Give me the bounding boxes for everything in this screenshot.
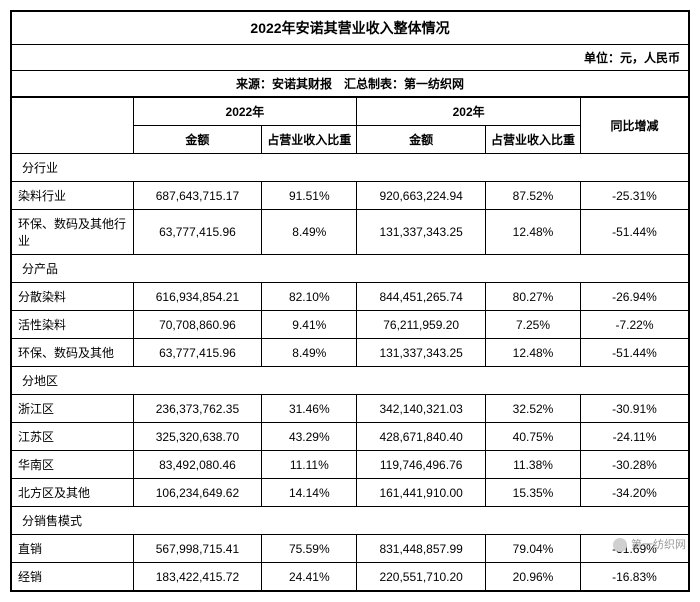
cell-amt22: 236,373,762.35 [133,395,262,423]
cell-yoy: -30.91% [580,395,689,423]
header-2021: 202年 [357,97,581,126]
table-row: 北方区及其他 106,234,649.62 14.14% 161,441,910… [11,479,689,507]
cell-pct22: 24.41% [262,563,357,592]
cell-pct22: 14.14% [262,479,357,507]
cell-label: 北方区及其他 [11,479,133,507]
cell-pct22: 82.10% [262,283,357,311]
cell-pct22: 91.51% [262,182,357,210]
cell-amt21: 220,551,710.20 [357,563,486,592]
cell-label: 直销 [11,535,133,563]
table-row: 浙江区 236,373,762.35 31.46% 342,140,321.03… [11,395,689,423]
table-row: 直销 567,998,715.41 75.59% 831,448,857.99 … [11,535,689,563]
cell-yoy: -25.31% [580,182,689,210]
cell-amt22: 63,777,415.96 [133,210,262,255]
cell-pct21: 7.25% [486,311,581,339]
cell-amt22: 70,708,860.96 [133,311,262,339]
cell-amt22: 325,320,638.70 [133,423,262,451]
cell-pct21: 11.38% [486,451,581,479]
cell-label: 环保、数码及其他行业 [11,210,133,255]
cell-label: 染料行业 [11,182,133,210]
cell-amt22: 83,492,080.46 [133,451,262,479]
cell-amt22: 106,234,649.62 [133,479,262,507]
cell-yoy: -51.44% [580,339,689,367]
cell-pct22: 8.49% [262,210,357,255]
cell-label: 经销 [11,563,133,592]
table-row: 环保、数码及其他行业 63,777,415.96 8.49% 131,337,3… [11,210,689,255]
cell-yoy: -30.28% [580,451,689,479]
header-blank [11,97,133,154]
cell-yoy: -34.20% [580,479,689,507]
cell-amt21: 844,451,265.74 [357,283,486,311]
cell-amt22: 567,998,715.41 [133,535,262,563]
cell-amt21: 831,448,857.99 [357,535,486,563]
cell-label: 活性染料 [11,311,133,339]
table-row: 华南区 83,492,080.46 11.11% 119,746,496.76 … [11,451,689,479]
header-pct-22: 占营业收入比重 [262,126,357,154]
cell-amt21: 131,337,343.25 [357,210,486,255]
cell-yoy: -24.11% [580,423,689,451]
section-industry: 分行业 [11,154,689,182]
cell-amt22: 63,777,415.96 [133,339,262,367]
cell-amt21: 119,746,496.76 [357,451,486,479]
header-amount-22: 金额 [133,126,262,154]
cell-label: 华南区 [11,451,133,479]
cell-yoy: -7.22% [580,311,689,339]
cell-label: 环保、数码及其他 [11,339,133,367]
cell-pct21: 80.27% [486,283,581,311]
cell-pct22: 9.41% [262,311,357,339]
cell-pct22: 8.49% [262,339,357,367]
cell-pct21: 15.35% [486,479,581,507]
table-row: 江苏区 325,320,638.70 43.29% 428,671,840.40… [11,423,689,451]
section-sales: 分销售模式 [11,507,689,535]
section-region: 分地区 [11,367,689,395]
cell-pct21: 79.04% [486,535,581,563]
table-row: 活性染料 70,708,860.96 9.41% 76,211,959.20 7… [11,311,689,339]
table-row: 分散染料 616,934,854.21 82.10% 844,451,265.7… [11,283,689,311]
cell-amt21: 131,337,343.25 [357,339,486,367]
cell-pct22: 75.59% [262,535,357,563]
revenue-table: 2022年 202年 同比增减 金额 占营业收入比重 金额 占营业收入比重 分行… [10,96,690,592]
cell-amt22: 183,422,415.72 [133,563,262,592]
cell-pct22: 43.29% [262,423,357,451]
cell-amt21: 920,663,224.94 [357,182,486,210]
cell-pct21: 12.48% [486,210,581,255]
table-row: 环保、数码及其他 63,777,415.96 8.49% 131,337,343… [11,339,689,367]
cell-amt21: 161,441,910.00 [357,479,486,507]
cell-yoy: -16.83% [580,563,689,592]
cell-amt22: 616,934,854.21 [133,283,262,311]
cell-amt21: 342,140,321.03 [357,395,486,423]
section-product: 分产品 [11,255,689,283]
cell-pct21: 12.48% [486,339,581,367]
table-row: 经销 183,422,415.72 24.41% 220,551,710.20 … [11,563,689,592]
unit-label: 单位：元，人民币 [10,44,690,70]
cell-amt22: 687,643,715.17 [133,182,262,210]
cell-yoy: -51.44% [580,210,689,255]
cell-amt21: 428,671,840.40 [357,423,486,451]
header-yoy: 同比增减 [580,97,689,154]
cell-pct22: 11.11% [262,451,357,479]
cell-pct22: 31.46% [262,395,357,423]
cell-yoy: -31.69% [580,535,689,563]
cell-pct21: 87.52% [486,182,581,210]
cell-pct21: 32.52% [486,395,581,423]
header-pct-21: 占营业收入比重 [486,126,581,154]
cell-label: 分散染料 [11,283,133,311]
page-title: 2022年安诺其营业收入整体情况 [10,10,690,44]
cell-yoy: -26.94% [580,283,689,311]
table-row: 染料行业 687,643,715.17 91.51% 920,663,224.9… [11,182,689,210]
cell-amt21: 76,211,959.20 [357,311,486,339]
cell-label: 浙江区 [11,395,133,423]
cell-pct21: 40.75% [486,423,581,451]
cell-pct21: 20.96% [486,563,581,592]
header-2022: 2022年 [133,97,357,126]
source-label: 来源：安诺其财报 汇总制表：第一纺织网 [10,70,690,96]
cell-label: 江苏区 [11,423,133,451]
header-amount-21: 金额 [357,126,486,154]
